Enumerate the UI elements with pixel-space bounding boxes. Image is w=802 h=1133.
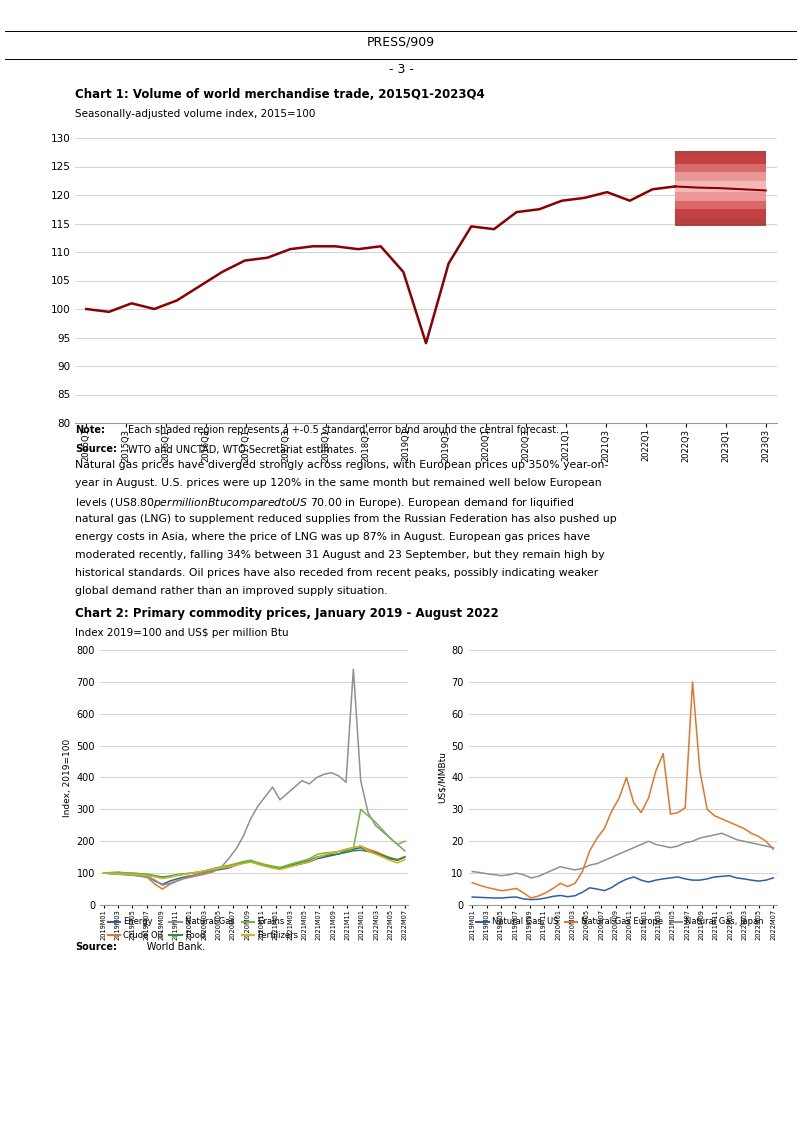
Text: Each shaded region represents a +-0.5 standard error band around the central for: Each shaded region represents a +-0.5 st… [128, 425, 559, 435]
Text: Natural gas prices have diverged strongly across regions, with European prices u: Natural gas prices have diverged strongl… [75, 460, 608, 470]
Legend: Energy, Crude Oil, Natural Gas, Food, Grains, Fertilizers: Energy, Crude Oil, Natural Gas, Food, Gr… [104, 914, 302, 943]
Text: energy costs in Asia, where the price of LNG was up 87% in August. European gas : energy costs in Asia, where the price of… [75, 533, 590, 542]
Text: Source:: Source: [75, 444, 117, 454]
Text: PRESS/909: PRESS/909 [367, 35, 435, 48]
Legend: Natural Gas, US, Natural Gas Europe, Natural Gas, Japan: Natural Gas, US, Natural Gas Europe, Nat… [472, 914, 768, 930]
Text: WTO and UNCTAD, WTO Secretariat estimates.: WTO and UNCTAD, WTO Secretariat estimate… [128, 444, 357, 454]
Text: Chart 1: Volume of world merchandise trade, 2015Q1-2023Q4: Chart 1: Volume of world merchandise tra… [75, 88, 484, 101]
Text: global demand rather than an improved supply situation.: global demand rather than an improved su… [75, 586, 387, 596]
Y-axis label: Index, 2019=100: Index, 2019=100 [63, 739, 72, 817]
Text: Chart 2: Primary commodity prices, January 2019 - August 2022: Chart 2: Primary commodity prices, Janua… [75, 607, 499, 620]
Text: moderated recently, falling 34% between 31 August and 23 September, but they rem: moderated recently, falling 34% between … [75, 550, 605, 560]
Text: Seasonally-adjusted volume index, 2015=100: Seasonally-adjusted volume index, 2015=1… [75, 109, 315, 119]
Y-axis label: US$/MMBtu: US$/MMBtu [438, 751, 448, 803]
Text: Note:: Note: [75, 425, 105, 435]
Text: year in August. U.S. prices were up 120% in the same month but remained well bel: year in August. U.S. prices were up 120%… [75, 478, 602, 488]
Text: Index 2019=100 and US$ per million Btu: Index 2019=100 and US$ per million Btu [75, 628, 289, 638]
Text: Source:: Source: [75, 942, 117, 952]
Text: World Bank.: World Bank. [128, 942, 205, 952]
Text: - 3 -: - 3 - [388, 62, 414, 76]
Text: levels (US$ 8.80 per million Btu compared to US$ 70.00 in Europe). European dema: levels (US$ 8.80 per million Btu compare… [75, 496, 574, 510]
Text: historical standards. Oil prices have also receded from recent peaks, possibly i: historical standards. Oil prices have al… [75, 568, 598, 578]
Text: natural gas (LNG) to supplement reduced supplies from the Russian Federation has: natural gas (LNG) to supplement reduced … [75, 514, 617, 523]
